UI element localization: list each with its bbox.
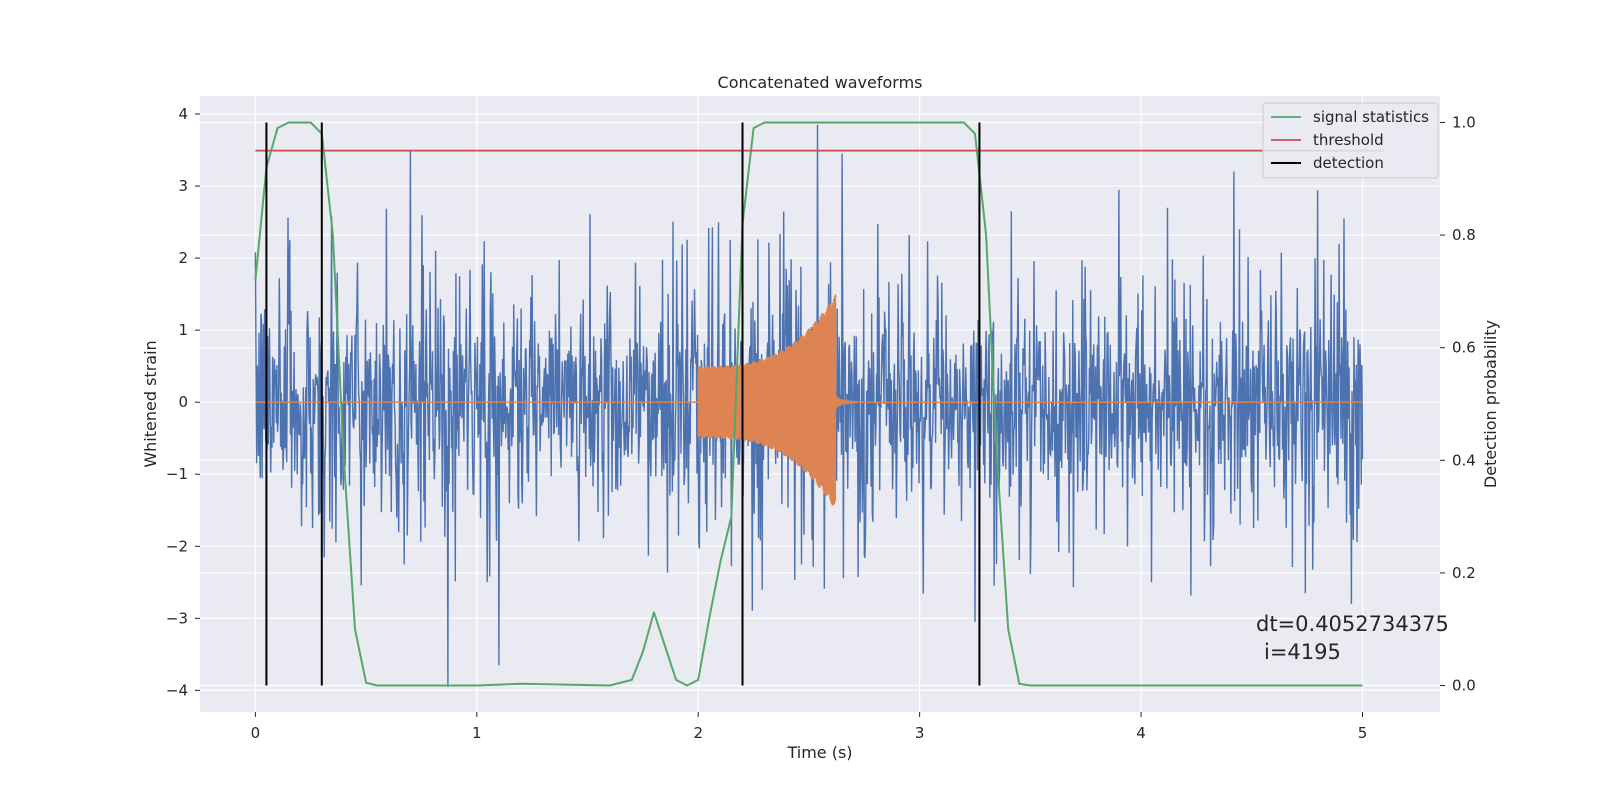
y-right-tick-label: 0.2	[1452, 564, 1476, 582]
y-right-tick-label: 0.0	[1452, 677, 1476, 695]
y-right-tick-label: 1.0	[1452, 113, 1476, 131]
y-tick-label: −2	[166, 537, 188, 555]
y-tick-label: −3	[166, 609, 188, 627]
y-tick-label: 3	[178, 177, 188, 195]
x-tick-label: 0	[251, 724, 261, 742]
legend-label: detection	[1313, 154, 1384, 172]
y-right-tick-label: 0.6	[1452, 339, 1476, 357]
x-tick-label: 3	[915, 724, 925, 742]
annotation-index: i=4195	[1264, 640, 1341, 664]
y-tick-label: 1	[178, 321, 188, 339]
x-tick-label: 4	[1136, 724, 1146, 742]
legend: signal statistics threshold detection	[1262, 102, 1439, 179]
y-axis-right-label: Detection probability	[1481, 320, 1500, 488]
legend-box	[1262, 102, 1439, 179]
y-tick-label: −1	[166, 465, 188, 483]
x-tick-label: 5	[1358, 724, 1368, 742]
waveform-series-line	[255, 294, 1363, 506]
x-tick-label: 1	[472, 724, 482, 742]
axes: 0 1 2 3 4 5 −4 −3 −2 −1 0 1 2 3 4 0.0 0.2 0.4 0.6 0.8 1.0	[166, 105, 1476, 742]
plot-area	[254, 121, 1385, 687]
y-tick-label: 4	[178, 105, 188, 123]
legend-label: signal statistics	[1313, 108, 1429, 126]
y-axis-label: Whitened strain	[141, 340, 160, 467]
annotation-dt: dt=0.4052734375	[1256, 612, 1449, 636]
signal-statistics-line	[254, 121, 1363, 687]
y-tick-label: −4	[166, 681, 188, 699]
x-axis-label: Time (s)	[786, 743, 852, 762]
annotations: dt=0.4052734375 i=4195	[1256, 612, 1449, 664]
x-tick-label: 2	[693, 724, 703, 742]
y-right-tick-label: 0.8	[1452, 226, 1476, 244]
y-right-tick-label: 0.4	[1452, 451, 1476, 469]
chart-title: Concatenated waveforms	[718, 73, 923, 92]
y-tick-label: 0	[178, 393, 188, 411]
legend-label: threshold	[1313, 131, 1384, 149]
y-tick-label: 2	[178, 249, 188, 267]
